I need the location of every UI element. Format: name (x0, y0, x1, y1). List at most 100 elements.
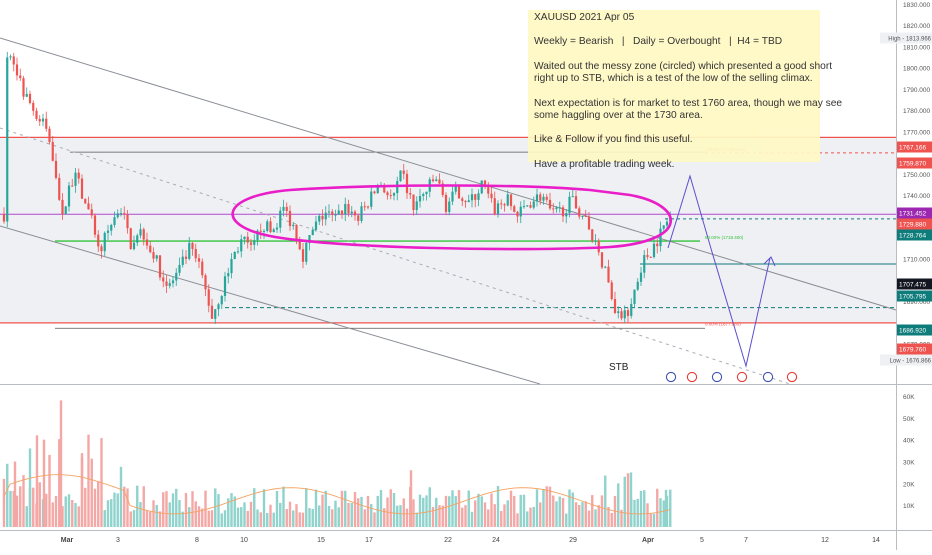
volume-bar (607, 506, 610, 527)
volume-bar (22, 475, 25, 527)
volume-bar (392, 493, 396, 527)
volume-bar (639, 490, 643, 527)
volume-bar (448, 496, 451, 527)
candle-body (119, 213, 123, 215)
volume-bar (600, 495, 604, 527)
volume-bar (155, 504, 158, 527)
candle-body (19, 75, 22, 79)
volume-bar (373, 512, 376, 527)
volume-bar (64, 496, 67, 527)
price-tick-label: 1770.000 (903, 129, 930, 136)
volume-bar (201, 508, 204, 527)
candle-body (490, 193, 493, 199)
volume-bar (659, 498, 662, 527)
candle-body (301, 249, 305, 262)
volume-bar (116, 493, 119, 527)
candle-body (67, 185, 71, 207)
candle-body (438, 179, 441, 184)
volume-bar (126, 488, 129, 527)
volume-bar (399, 505, 402, 527)
candle-body (71, 185, 74, 187)
candle-body (324, 212, 327, 220)
volume-bar (262, 489, 266, 527)
volume-bar (405, 508, 409, 527)
candle-body (38, 118, 41, 122)
candle-body (194, 248, 197, 259)
volume-bar (493, 504, 496, 527)
volume-bar (295, 504, 298, 527)
volume-bar (594, 509, 597, 527)
volume-bar (656, 488, 659, 527)
price-tag-background (897, 157, 932, 169)
candle-body (535, 194, 539, 202)
economic-event-icon (736, 371, 748, 383)
candle-body (126, 214, 129, 229)
candle-body (431, 179, 435, 182)
candle-body (305, 242, 308, 262)
candle-body (649, 256, 652, 258)
fib-label: 0.00% (1677.860) (705, 322, 741, 327)
volume-bar (363, 509, 366, 527)
volume-bar (327, 505, 331, 527)
volume-bar (25, 506, 28, 527)
candle-body (591, 229, 594, 241)
note-title: XAUUSD 2021 Apr 05 (534, 12, 635, 23)
candle-body (9, 56, 12, 58)
candle-body (123, 213, 126, 215)
candle-body (636, 281, 639, 290)
volume-bar (38, 482, 41, 527)
time-tick-label: 7 (744, 537, 748, 544)
channel-mid-dashed (0, 127, 791, 385)
price-tick-label: 1750.000 (903, 172, 930, 179)
candle-body (35, 110, 38, 119)
candle-body (165, 281, 168, 286)
volume-bar (227, 498, 230, 527)
candle-body (620, 311, 623, 319)
volume-tick-label: 30K (903, 460, 915, 467)
candle-body (285, 206, 288, 211)
volume-bar (581, 502, 584, 527)
candle-body (656, 243, 659, 247)
volume-bar (503, 504, 506, 527)
candle-body (90, 209, 93, 216)
volume-bar (207, 510, 210, 527)
volume-bar (74, 503, 77, 527)
candle-body (565, 213, 568, 217)
candle-body (162, 277, 165, 282)
volume-bar (548, 486, 552, 527)
volume-bar (487, 509, 490, 527)
volume-bar (119, 466, 123, 527)
volume-bar (106, 500, 110, 527)
candle-body (191, 242, 194, 249)
volume-bar (321, 494, 324, 527)
trade-note[interactable]: XAUUSD 2021 Apr 05 Weekly = Bearish | Da… (528, 10, 842, 170)
candle-body (500, 203, 503, 205)
volume-bar (162, 492, 165, 527)
volume-bar (474, 500, 477, 527)
volume-bar (396, 505, 399, 527)
volume-bar (477, 493, 480, 527)
candle-body (210, 305, 214, 319)
volume-bar (344, 490, 347, 527)
candle-body (181, 256, 184, 265)
volume-bar (15, 495, 19, 527)
volume-bar (649, 513, 652, 527)
volume-bar (288, 501, 292, 527)
volume-bar (191, 491, 194, 527)
candle-body (113, 217, 116, 225)
volume-bar (71, 500, 74, 527)
volume-bar (142, 486, 145, 527)
volume-bar (441, 505, 444, 527)
volume-bar (415, 512, 418, 527)
volume-bar (664, 489, 668, 527)
time-tick-label: 29 (569, 537, 577, 544)
volume-bar (87, 434, 90, 527)
candle-body (422, 194, 425, 197)
volume-bar (519, 494, 522, 527)
candle-body (272, 229, 275, 233)
candle-body (139, 229, 142, 236)
candle-body (532, 201, 535, 208)
time-tick-label: 24 (492, 537, 500, 544)
volume-bar (451, 490, 454, 527)
volume-bar (243, 502, 246, 527)
